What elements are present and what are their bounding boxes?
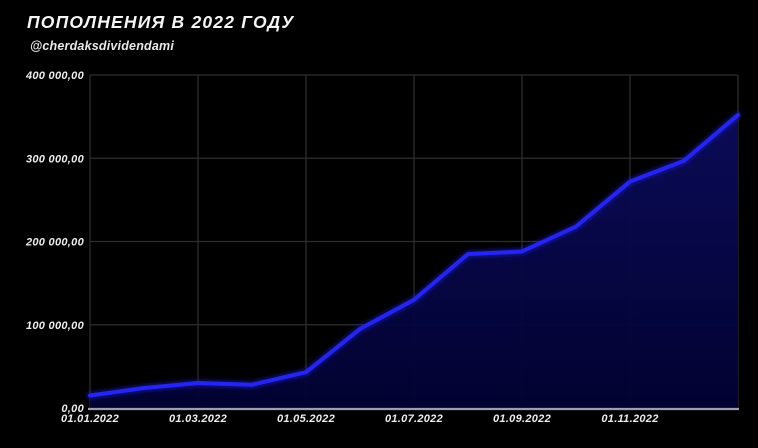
x-axis-label: 01.05.2022: [277, 413, 335, 425]
x-axis-label: 01.11.2022: [601, 413, 658, 425]
series-line: [88, 112, 740, 398]
chart-subtitle: @cherdaksdividendami: [30, 39, 175, 53]
x-axis-label: 01.03.2022: [169, 413, 227, 425]
x-axis-label: 01.01.2022: [61, 413, 119, 425]
y-axis-label: 400 000,00: [25, 70, 85, 82]
y-axis-label: 300 000,00: [26, 153, 85, 165]
y-axis-label: 100 000,00: [26, 320, 85, 332]
x-axis-label: 01.09.2022: [493, 413, 551, 425]
y-axis-label: 200 000,00: [25, 237, 85, 249]
area-fill: [90, 114, 738, 409]
chart-title: ПОПОЛНЕНИЯ В 2022 ГОДУ: [27, 12, 295, 32]
y-axis-label: 0,00: [61, 403, 84, 415]
x-axis-label: 01.07.2022: [385, 413, 443, 425]
